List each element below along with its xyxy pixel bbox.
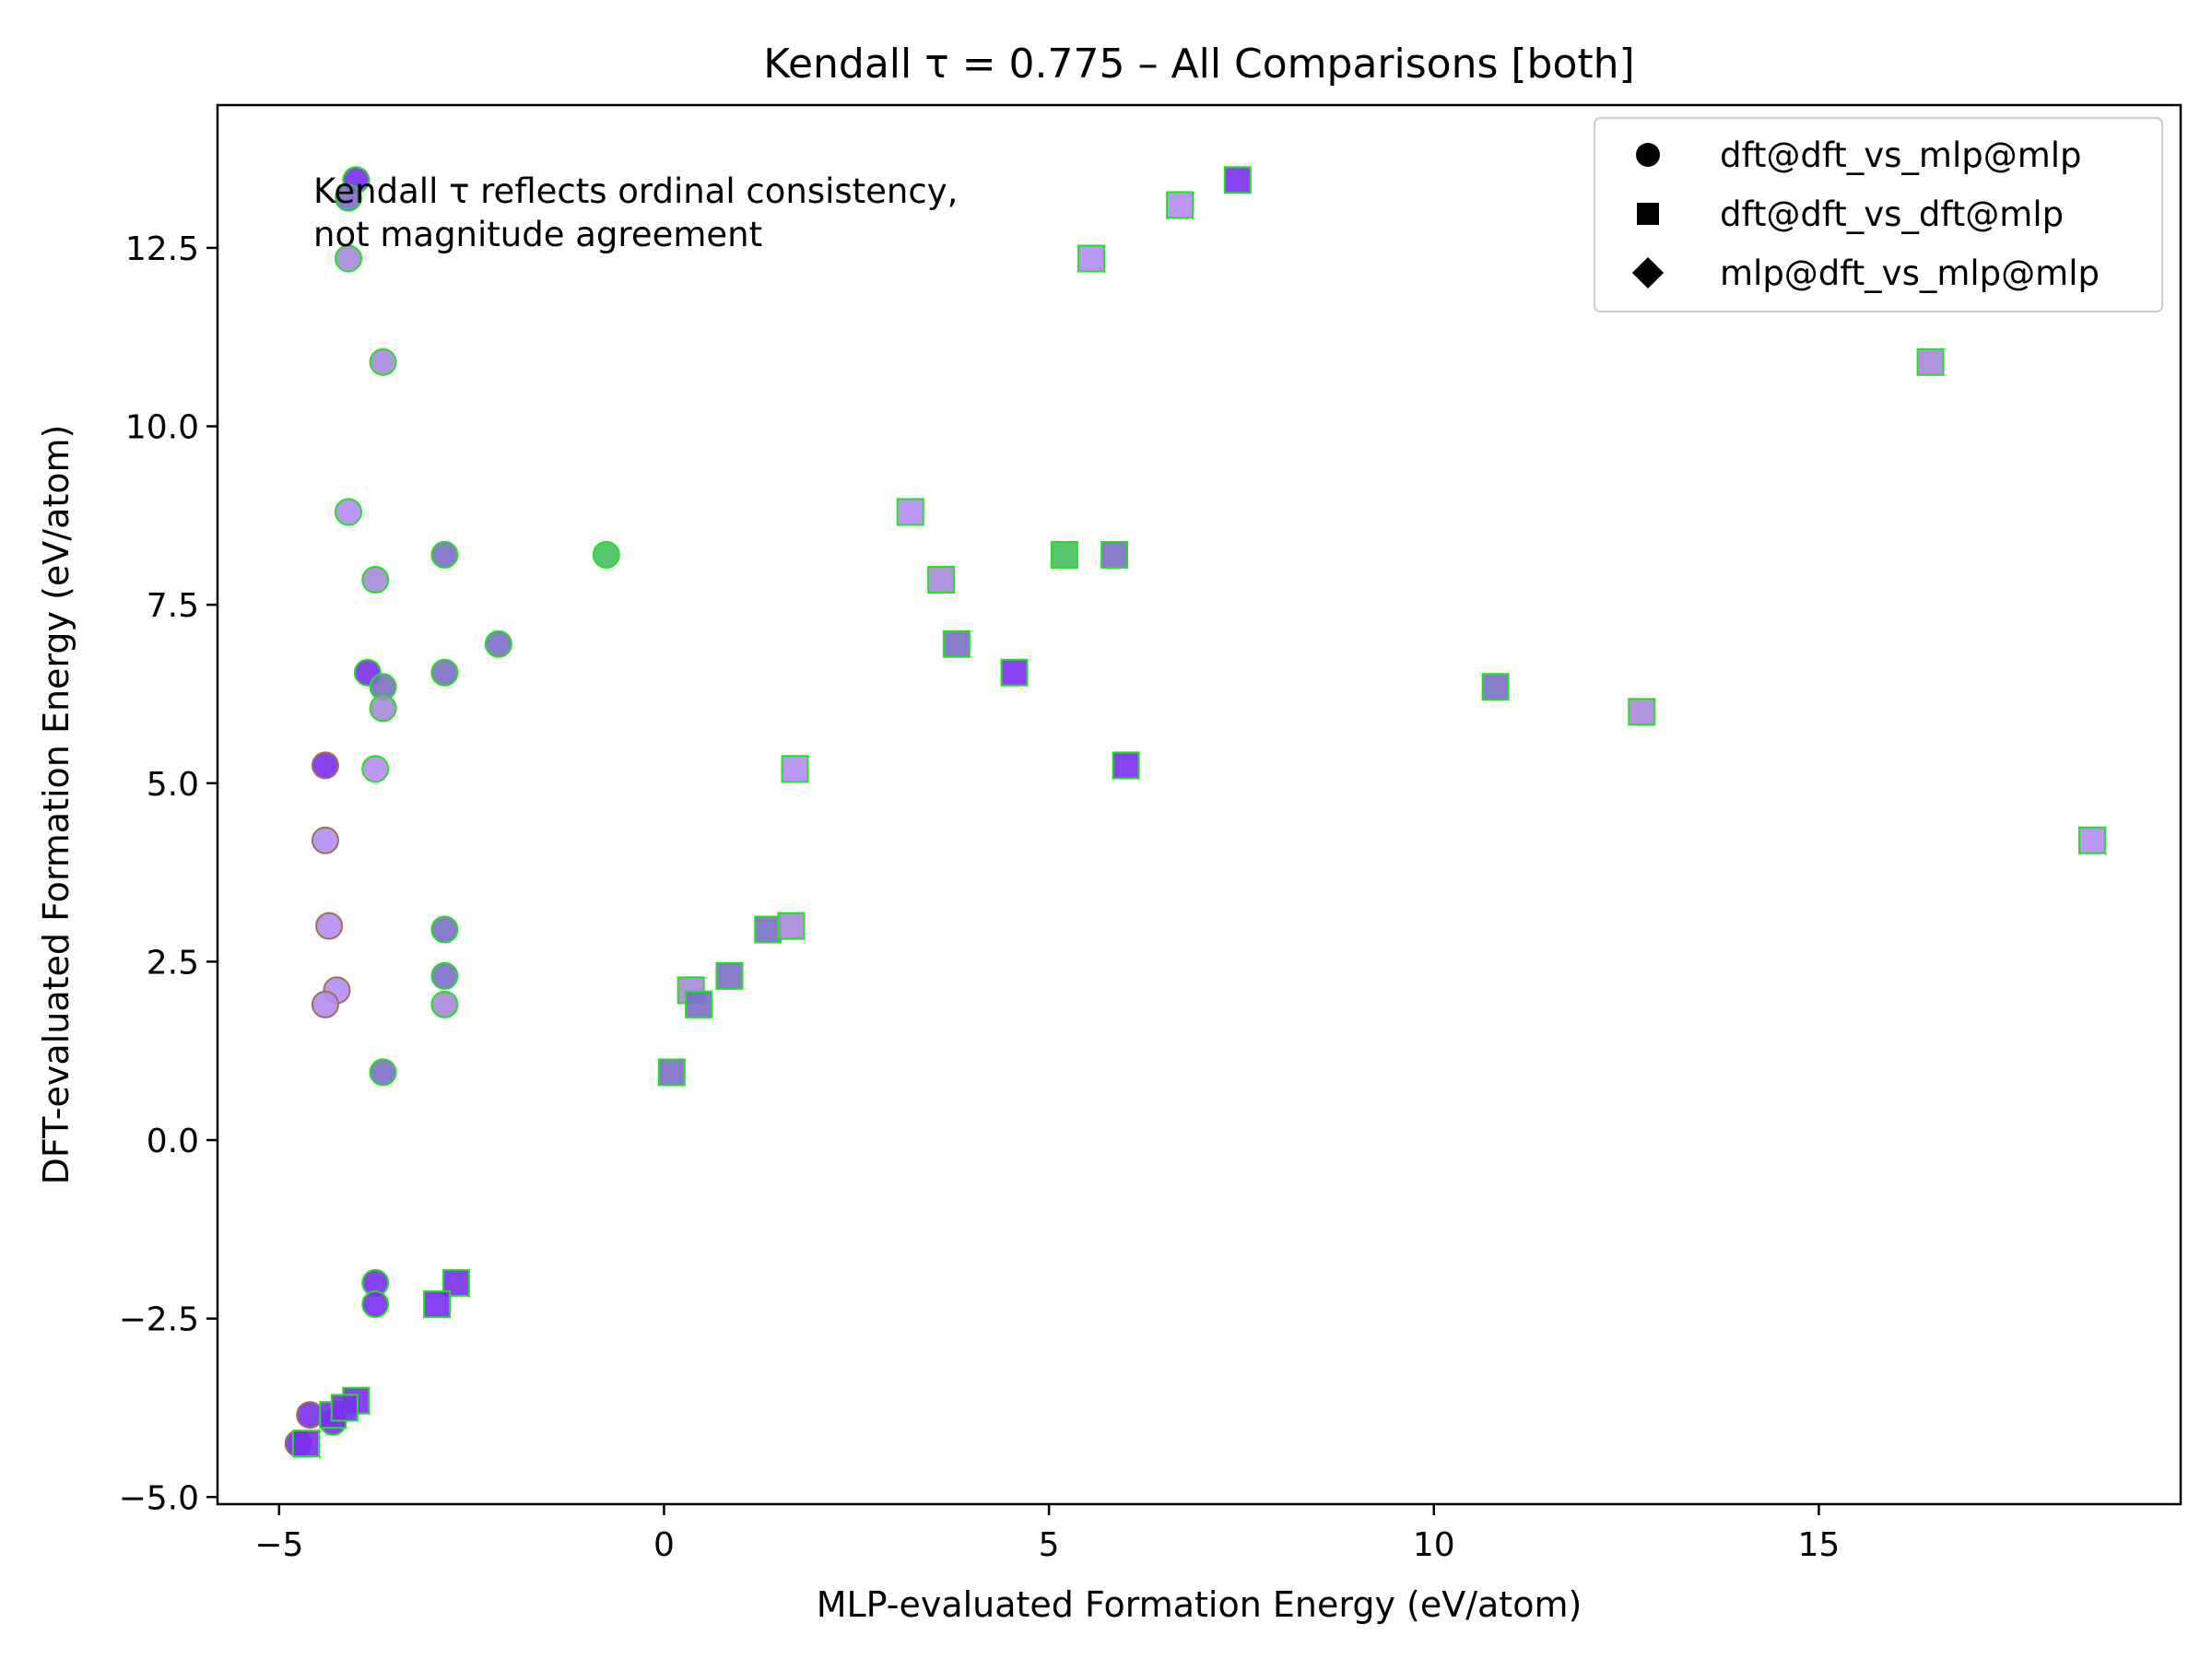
y-tick-label: 5.0 [147,766,199,804]
data-point-square [927,566,956,594]
data-point-circle [430,915,459,944]
data-point-square [330,1394,359,1422]
y-tick-label: 7.5 [147,587,199,625]
legend-marker-circle [1636,143,1660,167]
y-tick-label: −5.0 [119,1479,199,1517]
data-point-circle [369,347,397,376]
annotation-line-2: not magnitude agreement [313,215,762,254]
data-point-circle [484,629,512,658]
data-point-square [1000,658,1029,687]
data-point-square [1166,191,1194,219]
data-point-square [1628,698,1656,726]
legend-label-series-2: dft@dft_vs_dft@mlp [1720,194,2064,234]
x-axis: −5 0 5 10 15 [254,1504,1840,1564]
data-point-square [1100,540,1129,569]
data-point-square [1112,751,1140,780]
data-point-square [1050,540,1078,569]
x-tick-label: 10 [1413,1526,1455,1564]
chart-title: Kendall τ = 0.775 – All Comparisons [bot… [763,41,1634,88]
data-point-circle [430,658,459,687]
data-point-circle [296,1401,324,1430]
data-point-square [896,498,924,526]
data-point-square [1481,673,1510,701]
data-point-square [1077,244,1106,273]
data-point-circle [430,540,459,569]
data-point-circle [315,912,344,940]
data-point-square [423,1290,452,1319]
legend: dft@dft_vs_mlp@mlp dft@dft_vs_dft@mlp ml… [1594,117,2163,312]
data-point-circle [369,694,397,723]
data-point-circle [361,1290,390,1319]
data-point-circle [430,990,459,1018]
x-tick-label: 5 [1039,1526,1060,1564]
data-point-circle [361,566,390,594]
y-tick-label: 10.0 [125,409,199,447]
data-point-circle [361,755,390,783]
data-point-circle [335,244,362,273]
y-tick-label: 2.5 [147,944,199,982]
data-point-square [1916,347,1945,376]
y-tick-label: 12.5 [125,230,199,268]
plot-area [284,166,2106,1458]
data-point-square [715,961,744,990]
x-tick-label: 0 [653,1526,675,1564]
data-point-square [942,629,971,658]
legend-label-series-3: mlp@dft_vs_mlp@mlp [1720,253,2100,293]
data-point-circle [311,990,339,1018]
data-point-circle [311,751,339,780]
data-point-circle [311,826,339,854]
data-point-circle [430,961,459,990]
axes-frame [216,103,2183,1506]
annotation-line-1: Kendall τ reflects ordinal consistency, [313,171,958,211]
data-point-circle [335,498,362,526]
data-point-square [754,915,782,944]
x-axis-label: MLP-evaluated Formation Energy (eV/atom) [817,1584,1583,1625]
data-point-square [685,990,713,1018]
legend-box [1594,117,2163,312]
data-point-square [2077,826,2106,854]
data-point-circle [335,183,362,212]
x-tick-label: 15 [1798,1526,1841,1564]
data-point-square [1223,166,1252,194]
y-tick-label: 0.0 [147,1123,199,1160]
annotation-text: Kendall τ reflects ordinal consistency, … [313,171,969,254]
y-axis: −5.0 −2.5 0.0 2.5 5.0 7.5 10.0 12.5 [119,230,218,1517]
data-point-circle [369,1058,397,1087]
legend-marker-square [1637,203,1659,225]
data-point-circle [592,540,620,569]
y-tick-label: −2.5 [119,1301,199,1339]
x-tick-label: −5 [254,1526,303,1564]
legend-label-series-1: dft@dft_vs_mlp@mlp [1720,135,2082,175]
data-point-square [777,912,806,940]
y-axis-label: DFT-evaluated Formation Energy (eV/atom) [36,425,76,1185]
data-point-square [292,1430,321,1458]
legend-marker-diamond [1632,257,1664,288]
data-point-square [781,755,809,783]
data-point-square [657,1058,686,1087]
